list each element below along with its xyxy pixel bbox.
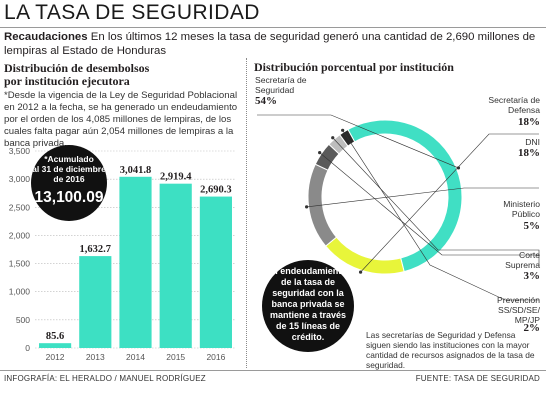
pie-leader-dot [318, 150, 322, 155]
pie-leader-line [342, 130, 539, 301]
pie-leader-dot [341, 128, 345, 132]
pie-leader-line [257, 114, 459, 169]
pie-slices [307, 119, 463, 275]
bar-value-labels: 85.6 1,632.7 3,041.8 2,919.4 2,690.3 [46, 165, 232, 342]
bar-x-tick-label: 2013 [86, 352, 105, 362]
pie-label: Ministerio Público [503, 199, 540, 219]
debt-callout-line: banca privada se [271, 299, 344, 309]
source-text: FUENTE: TASA DE SEGURIDAD [415, 374, 540, 383]
pie-label-line: Prevención [497, 295, 540, 305]
pie-label: DNI [525, 137, 540, 147]
pie-value-label: 54% [255, 95, 277, 107]
debt-callout-line: seguridad con la [272, 288, 345, 298]
pie-chart-note: Las secretarías de Seguridad y Defensa s… [366, 330, 535, 370]
pie-label-line: Defensa [507, 105, 540, 115]
bar-chart-heading-line2: por institución ejecutora [4, 74, 130, 88]
bar-value-label: 2,919.4 [160, 172, 192, 183]
bar-chart-note: *Desde la vigencia de la Ley de Segurida… [4, 90, 238, 149]
accumulated-callout-line2: al 31 de diciembre [32, 164, 106, 174]
pie-label: Prevención SS/SD/SE/MP/JP [497, 295, 540, 325]
pie-label-line: Ministerio [503, 199, 540, 209]
bar-y-tick-label: 2,500 [9, 202, 31, 212]
bar-x-axis: 2012 2013 2014 2015 2016 [46, 352, 226, 362]
bar-chart: 0 500 1,000 1,500 2,000 2,500 3,000 3,500 85.6 1… [9, 145, 236, 362]
pie-value-label: 5% [523, 220, 541, 232]
debt-callout-line: crédito. [292, 332, 325, 342]
bar-series [39, 176, 232, 348]
pie-label-line: Secretaría de [255, 75, 307, 85]
pie-label-line: Público [511, 209, 540, 219]
bar-y-tick-label: 3,000 [9, 174, 31, 184]
pie-value-label: 18% [518, 116, 540, 128]
bar-2013 [79, 256, 112, 348]
panel-divider [246, 58, 247, 368]
bar-2016 [199, 196, 232, 348]
bar-y-tick-label: 1,500 [9, 259, 31, 269]
pie-chart-heading: Distribución porcentual por institución [254, 60, 454, 74]
bar-y-axis: 0 500 1,000 1,500 2,000 2,500 3,000 3,500 [9, 146, 31, 353]
bar-chart-heading: Distribución de desembolsos por instituc… [4, 62, 234, 88]
pie-leader-dot [305, 205, 309, 209]
title-divider [0, 27, 546, 28]
credit-text: INFOGRAFÍA: EL HERALDO / MANUEL RODRÍGUE… [4, 374, 206, 383]
pie-leader-lines [257, 114, 540, 301]
pie-value-label: 18% [518, 147, 540, 159]
debt-callout-line: de la tasa de [281, 277, 335, 287]
pie-leader-line [306, 187, 539, 208]
debt-callout-line: mantiene a través [270, 310, 346, 320]
pie-label-line: SS/SD/SE/ [497, 305, 540, 315]
accumulated-callout-line3: de 2016 [53, 174, 84, 184]
bar-value-label: 85.6 [46, 331, 64, 342]
pie-leader-dot [331, 136, 335, 140]
bar-2015 [159, 183, 192, 348]
accumulated-callout-circle [31, 145, 107, 221]
accumulated-callout-line1: *Acumulado [44, 154, 94, 164]
pie-label-line: Corte [518, 250, 540, 260]
pie-value-label: 2% [523, 322, 541, 334]
pie-label: Corte Suprema [505, 250, 540, 270]
accumulated-callout: *Acumulado al 31 de diciembre de 2016 13… [31, 145, 107, 221]
footer-divider [0, 370, 546, 371]
pie-leader-dot [456, 166, 461, 170]
pie-leader-line [332, 137, 540, 266]
bar-y-tick-label: 2,000 [9, 230, 31, 240]
pie-label-line: DNI [525, 137, 540, 147]
pie-label-line: MP/JP [514, 315, 540, 325]
bar-2014 [119, 176, 152, 348]
debt-callout-circle [262, 260, 354, 352]
bar-value-label: 2,690.3 [200, 185, 232, 196]
bar-x-tick-label: 2014 [126, 352, 145, 362]
bar-value-label: 3,041.8 [120, 165, 152, 176]
pie-leader-line [360, 133, 539, 273]
pie-label: Secretaría de Defensa [488, 95, 540, 115]
lead-bold: Recaudaciones [4, 31, 88, 43]
accumulated-callout-value: 13,100.09 [35, 189, 104, 206]
pie-value-label: 3% [523, 270, 541, 282]
bar-y-tick-label: 500 [16, 315, 30, 325]
bar-y-tick-label: 0 [25, 343, 30, 353]
pie-slice [347, 119, 463, 273]
page-title: LA TASA DE SEGURIDAD [4, 1, 260, 24]
pie-leader-dot [358, 270, 363, 274]
debt-callout-line: El endeudamiento [269, 266, 347, 276]
bar-x-tick-label: 2016 [206, 352, 225, 362]
debt-callout-line: de 15 líneas de [276, 321, 340, 331]
bar-2012 [39, 343, 72, 348]
bar-value-label: 1,632.7 [80, 244, 112, 255]
bar-x-tick-label: 2012 [46, 352, 65, 362]
lead-text: En los últimos 12 meses la tasa de segur… [4, 31, 536, 57]
lead-paragraph: Recaudaciones En los últimos 12 meses la… [4, 30, 542, 58]
bar-y-tick-label: 1,000 [9, 287, 31, 297]
pie-label: Secretaría de Seguridad [255, 75, 307, 95]
bar-y-tick-label: 3,500 [9, 146, 31, 156]
pie-label-line: Suprema [505, 260, 540, 270]
pie-label-line: Seguridad [255, 85, 295, 95]
pie-leader-line [319, 152, 539, 256]
pie-label-line: Secretaría de [488, 95, 540, 105]
bar-x-tick-label: 2015 [166, 352, 185, 362]
bar-chart-heading-line1: Distribución de desembolsos [4, 61, 150, 75]
